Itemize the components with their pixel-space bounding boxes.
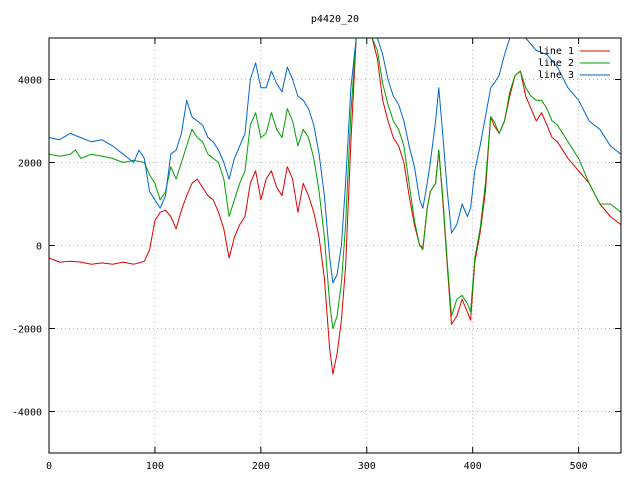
y-tick-label: -2000	[12, 325, 42, 336]
y-tick-label: 4000	[18, 76, 42, 87]
legend-label: line 3	[538, 70, 574, 81]
series-line-line-2	[49, 38, 621, 329]
axis-ticks: 0 100 200 300 400 500 -4000 -2000 0 2000 4000	[12, 38, 621, 472]
grid-lines	[49, 38, 621, 453]
x-tick-label: 100	[146, 461, 164, 472]
y-tick-label: -4000	[12, 408, 42, 419]
x-tick-label: 300	[358, 461, 376, 472]
x-tick-label: 400	[464, 461, 482, 472]
plot-series	[49, 38, 621, 375]
plot-frame	[48, 37, 622, 454]
y-tick-label: 0	[36, 242, 42, 253]
series-line-line-3	[49, 38, 621, 284]
x-tick-label: 0	[46, 461, 52, 472]
chart-title: p4420_20	[311, 14, 359, 25]
legend-label: line 1	[538, 46, 574, 57]
legend-label: line 2	[538, 58, 574, 69]
x-tick-label: 200	[252, 461, 270, 472]
y-tick-label: 2000	[18, 159, 42, 170]
x-tick-label: 500	[570, 461, 588, 472]
